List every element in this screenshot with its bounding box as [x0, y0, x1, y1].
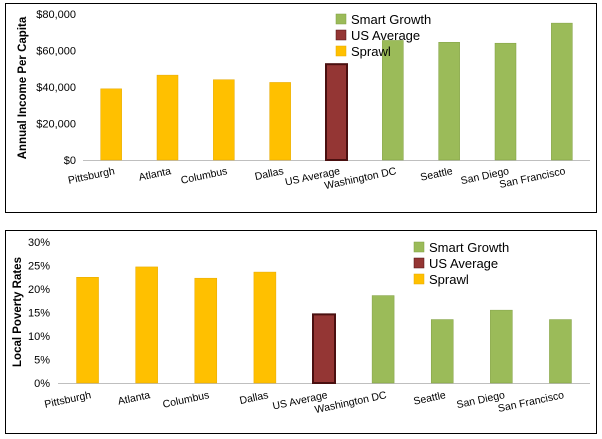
income-y-axis-label: Annual Income Per Capita	[17, 16, 29, 159]
poverty-y-tick-label: 0%	[34, 378, 50, 390]
income-y-tick-label: $20,000	[36, 119, 76, 131]
income-chart: Annual Income Per Capita $0 $20,000 $40,00…	[17, 9, 590, 192]
poverty-bar-dallas	[253, 271, 277, 384]
poverty-legend-label-sprawl: Sprawl	[429, 272, 469, 287]
poverty-bar-san-diego	[490, 309, 513, 384]
income-legend-label-sprawl: Sprawl	[351, 44, 391, 59]
poverty-bar-seattle	[430, 319, 454, 384]
income-legend-swatch-smart-growth	[335, 13, 347, 25]
income-legend-swatch-sprawl	[335, 45, 347, 57]
poverty-bar-san-francisco	[549, 319, 572, 384]
income-y-tick-label: $80,000	[36, 9, 76, 21]
income-bar-san-francisco	[551, 22, 573, 161]
poverty-x-tick-label: Dallas	[238, 389, 269, 407]
poverty-y-tick-label: 10%	[28, 331, 50, 343]
income-y-tick-label: $40,000	[36, 82, 76, 94]
poverty-y-tick-label: 30%	[28, 237, 50, 249]
poverty-legend-swatch-smart-growth	[413, 241, 425, 253]
income-y-tick-label: $60,000	[36, 46, 76, 58]
poverty-bar-atlanta	[135, 266, 158, 384]
poverty-y-tick-label: 5%	[34, 355, 50, 367]
income-y-tick-label: $0	[64, 155, 76, 167]
poverty-bar-washington-dc	[371, 295, 395, 384]
poverty-legend-swatch-sprawl	[413, 273, 425, 285]
poverty-bar-pittsburgh	[76, 277, 99, 384]
poverty-legend-label-smart-growth: Smart Growth	[429, 240, 509, 255]
income-bar-us-average	[325, 63, 348, 161]
poverty-legend-label-us-average: US Average	[429, 256, 498, 271]
poverty-y-tick-label: 25%	[28, 261, 50, 273]
poverty-legend-swatch-us-average	[413, 257, 425, 269]
income-bar-columbus	[213, 79, 235, 161]
income-bar-seattle	[438, 42, 460, 161]
income-bar-dallas	[269, 82, 291, 161]
poverty-bar-columbus	[194, 277, 218, 384]
income-bar-san-diego	[494, 42, 517, 161]
poverty-y-tick-label: 15%	[28, 308, 50, 320]
income-bar-pittsburgh	[100, 88, 122, 161]
income-legend-swatch-us-average	[335, 29, 347, 41]
income-bar-washington-dc	[382, 40, 404, 161]
income-bar-atlanta	[156, 74, 179, 161]
poverty-y-axis-label: Local Poverty Rates	[12, 257, 24, 367]
income-x-tick-label: Dallas	[254, 165, 285, 183]
poverty-y-tick-label: 20%	[28, 284, 50, 296]
income-legend-label-smart-growth: Smart Growth	[351, 12, 431, 27]
poverty-bar-us-average	[312, 313, 336, 385]
income-legend-label-us-average: US Average	[351, 28, 420, 43]
